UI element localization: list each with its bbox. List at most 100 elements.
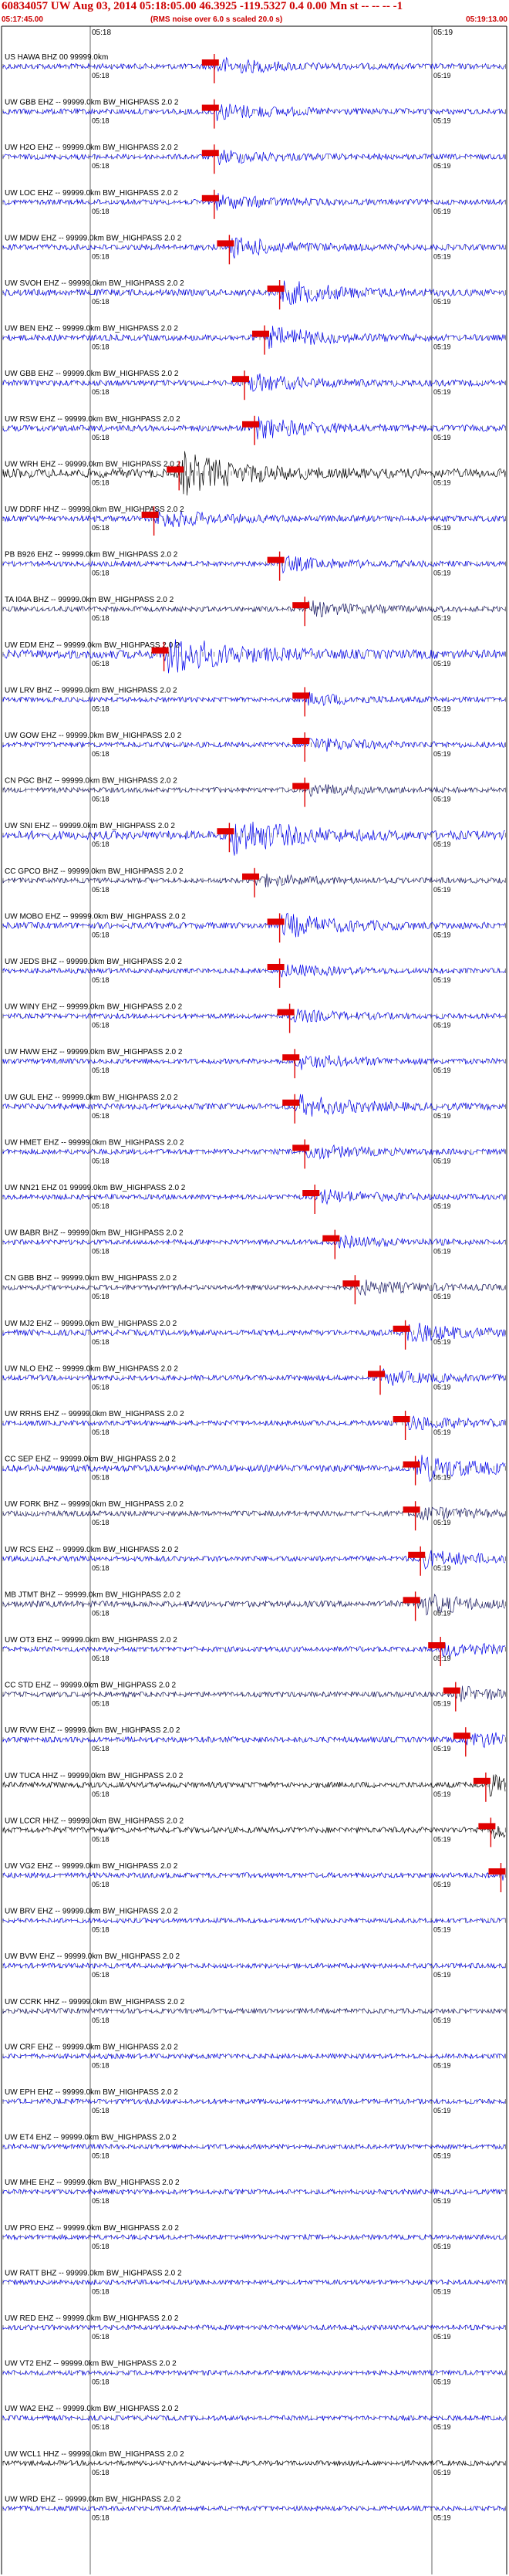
tick-label-left: 05:18 [92, 208, 110, 215]
tick-label-left: 05:18 [92, 2243, 110, 2250]
station-label: UW HMET EHZ -- 99999.0km BW_HIGHPASS 2.0… [5, 1138, 184, 1147]
event-title: 60834057 UW Aug 03, 2014 05:18:05.00 46.… [2, 0, 403, 12]
station-label: UW DDRF HHZ -- 99999.0km BW_HIGHPASS 2.0… [5, 505, 184, 514]
tick-label-left: 05:18 [92, 1745, 110, 1753]
waveform [2, 738, 506, 752]
station-label: UW BRV EHZ -- 99999.0km BW_HIGHPASS 2.0 … [5, 1908, 178, 1916]
tick-label-right: 05:19 [433, 1881, 451, 1888]
tick-label-right: 05:19 [433, 2017, 451, 2024]
tick-label-right: 05:19 [433, 1971, 451, 1979]
tick-label-left: 05:18 [92, 2513, 110, 2521]
phase-pick-marker [201, 150, 219, 157]
tick-label-right: 05:19 [433, 1383, 451, 1391]
trace-row: UW CRF EHZ -- 99999.0km BW_HIGHPASS 2.0 … [2, 2043, 506, 2069]
tick-label-left: 05:18 [92, 252, 110, 260]
phase-pick-marker [393, 1325, 410, 1332]
tick-label-right: 05:19 [433, 2469, 451, 2476]
waveform [2, 912, 506, 938]
tick-label-left: 05:18 [92, 1474, 110, 1482]
station-label: TA I04A BHZ -- 99999.0km BW_HIGHPASS 2.0… [5, 596, 174, 604]
waveform [2, 1009, 506, 1023]
tick-label-left: 05:18 [92, 524, 110, 532]
station-label: UW VT2 EHZ -- 99999.0km BW_HIGHPASS 2.0 … [5, 2360, 177, 2368]
tick-label-left: 05:18 [92, 570, 110, 577]
trace-row: UW VT2 EHZ -- 99999.0km BW_HIGHPASS 2.0 … [2, 2360, 506, 2386]
waveform [2, 1685, 506, 1702]
station-label: UW EDM EHZ -- 99999.0km BW_HIGHPASS 2.0 … [5, 641, 180, 650]
station-label: UW LRV BHZ -- 99999.0km BW_HIGHPASS 2.0 … [5, 686, 177, 695]
tick-label-right: 05:19 [433, 434, 451, 441]
tick-label-right: 05:19 [433, 1067, 451, 1074]
tick-label-right: 05:19 [433, 343, 451, 351]
trace-row: UW RATT BHZ -- 99999.0km BW_HIGHPASS 2.0… [2, 2269, 506, 2295]
waveform [2, 2504, 506, 2512]
tick-label-left: 05:18 [92, 1067, 110, 1074]
waveform [2, 1280, 506, 1296]
station-label: CC GPCO BHZ -- 99999.0km BW_HIGHPASS 2.0… [5, 867, 184, 876]
waveform [2, 237, 506, 259]
trace-row: MB JTMT BHZ -- 99999.0km BW_HIGHPASS 2.0… [2, 1591, 506, 1621]
trace-row: UW LRV BHZ -- 99999.0km BW_HIGHPASS 2.0 … [2, 686, 506, 717]
trace-row: UW RRHS EHZ -- 99999.0km BW_HIGHPASS 2.0… [2, 1410, 506, 1440]
station-label: UW NLO EHZ -- 99999.0km BW_HIGHPASS 2.0 … [5, 1364, 178, 1373]
trace-row: UW LOC EHZ -- 99999.0km BW_HIGHPASS 2.0 … [2, 189, 506, 219]
tick-label-right: 05:19 [433, 298, 451, 306]
station-label: UW ET4 EHZ -- 99999.0km BW_HIGHPASS 2.0 … [5, 2134, 177, 2142]
trace-row: UW EDM EHZ -- 99999.0km BW_HIGHPASS 2.0 … [2, 639, 506, 674]
waveform [2, 784, 506, 797]
tick-label-right: 05:19 [433, 1428, 451, 1436]
trace-row: UW BRV EHZ -- 99999.0km BW_HIGHPASS 2.0 … [2, 1908, 506, 1934]
tick-label-left: 05:18 [92, 1655, 110, 1662]
waveform [2, 1189, 506, 1205]
tick-label-left: 05:18 [92, 2287, 110, 2295]
phase-pick-marker [201, 194, 219, 201]
tick-label-left: 05:18 [92, 2107, 110, 2115]
waveform [2, 56, 506, 73]
tick-label-right: 05:19 [433, 1926, 451, 1934]
tick-label-right: 05:19 [433, 1338, 451, 1346]
waveform [2, 1506, 506, 1521]
trace-row: UW BABR BHZ -- 99999.0km BW_HIGHPASS 2.0… [2, 1229, 506, 1259]
waveform [2, 2278, 506, 2286]
tick-label-left: 05:18 [92, 840, 110, 848]
trace-row: UW HWW EHZ -- 99999.0km BW_HIGHPASS 2.0 … [2, 1048, 506, 1079]
start-time: 05:17:45.00 [2, 15, 43, 24]
station-label: UW GBB EHZ -- 99999.0km BW_HIGHPASS 2.0 … [5, 99, 179, 107]
trace-row: UW TUCA HHZ -- 99999.0km BW_HIGHPASS 2.0… [2, 1772, 506, 1802]
trace-row: UW JEDS BHZ -- 99999.0km BW_HIGHPASS 2.0… [2, 958, 506, 988]
waveform [2, 2459, 506, 2467]
phase-pick-marker [201, 104, 219, 111]
station-label: UW CRF EHZ -- 99999.0km BW_HIGHPASS 2.0 … [5, 2043, 178, 2051]
phase-pick-marker [368, 1371, 385, 1378]
waveform [2, 1455, 506, 1482]
tick-label-right: 05:19 [433, 1112, 451, 1120]
tick-label-right: 05:19 [433, 1248, 451, 1256]
tick-label-left: 05:18 [92, 705, 110, 712]
tick-label-left: 05:18 [92, 750, 110, 758]
tick-label-right: 05:19 [433, 2243, 451, 2250]
station-label: UW WRH EHZ -- 99999.0km BW_HIGHPASS 2.0 … [5, 460, 181, 468]
tick-label-right: 05:19 [433, 1700, 451, 1708]
waveform [2, 193, 506, 211]
tick-label-left: 05:18 [92, 2333, 110, 2341]
tick-label-left: 05:18 [92, 478, 110, 486]
trace-row: UW RSW EHZ -- 99999.0km BW_HIGHPASS 2.0 … [2, 415, 506, 445]
phase-pick-marker [201, 59, 219, 66]
trace-row: UW WA2 EHZ -- 99999.0km BW_HIGHPASS 2.0 … [2, 2405, 506, 2431]
waveform [2, 1415, 506, 1431]
tick-label-right: 05:19 [433, 796, 451, 803]
trace-row: US HAWA BHZ 00 99999.0km 05:18 05:19 [2, 53, 506, 83]
phase-pick-marker [322, 1235, 340, 1242]
tick-label-left: 05:18 [92, 2017, 110, 2024]
trace-row: UW GUL EHZ -- 99999.0km BW_HIGHPASS 2.0 … [2, 1094, 506, 1124]
station-label: UW VG2 EHZ -- 99999.0km BW_HIGHPASS 2.0 … [5, 1862, 178, 1871]
station-label: UW RRHS EHZ -- 99999.0km BW_HIGHPASS 2.0… [5, 1410, 184, 1418]
station-label: UW H2O EHZ -- 99999.0km BW_HIGHPASS 2.0 … [5, 144, 178, 152]
tick-label-left: 05:18 [92, 2378, 110, 2386]
phase-pick-marker [232, 376, 249, 383]
waveform [2, 1868, 506, 1881]
phase-pick-marker [403, 1461, 420, 1468]
tick-label-left: 05:18 [92, 614, 110, 622]
phase-pick-marker [292, 602, 310, 609]
